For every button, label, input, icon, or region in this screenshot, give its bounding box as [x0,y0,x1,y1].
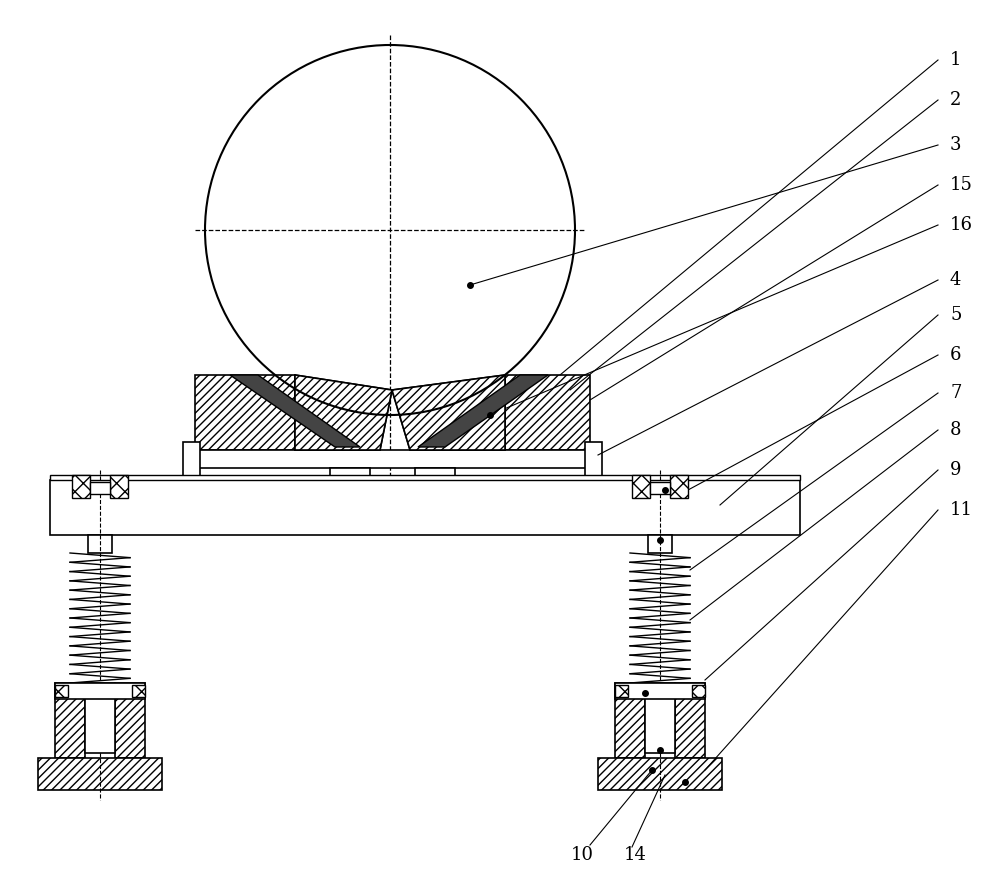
Bar [648,535,672,553]
Bar [183,442,200,478]
Bar [415,468,455,480]
Bar [72,475,90,498]
Bar [585,442,602,478]
Polygon shape [392,375,505,450]
Text: 5: 5 [950,306,961,324]
Bar [615,685,628,697]
Text: 4: 4 [950,271,961,289]
Text: 10: 10 [570,846,594,864]
Text: 8: 8 [950,421,962,439]
Polygon shape [295,375,392,450]
Bar [615,683,645,758]
Bar [195,375,295,450]
Bar [692,685,705,697]
Bar [650,482,670,494]
Bar [50,475,800,480]
Text: 16: 16 [950,216,973,234]
Bar [675,683,705,758]
Bar [645,683,675,753]
Bar [330,468,370,480]
Bar [115,683,145,758]
Text: 14: 14 [624,846,646,864]
Bar [670,475,688,498]
Bar [90,482,110,494]
Bar [55,683,145,699]
Bar [615,683,705,699]
Bar [132,685,145,697]
Bar [55,683,85,758]
Text: 15: 15 [950,176,973,194]
Text: 9: 9 [950,461,962,479]
Polygon shape [230,375,360,447]
Bar [88,535,112,553]
Text: 11: 11 [950,501,973,519]
Text: 1: 1 [950,51,962,69]
Bar [632,475,650,498]
Text: 6: 6 [950,346,962,364]
Bar [85,683,115,753]
Bar [110,475,128,498]
Polygon shape [418,375,548,447]
Text: 2: 2 [950,91,961,109]
Bar [50,480,800,535]
Bar [38,758,162,790]
Text: 3: 3 [950,136,962,154]
Bar [505,375,590,450]
Polygon shape [295,375,505,450]
Bar [598,758,722,790]
Text: 7: 7 [950,384,961,402]
Bar [195,450,590,468]
Bar [55,685,68,697]
